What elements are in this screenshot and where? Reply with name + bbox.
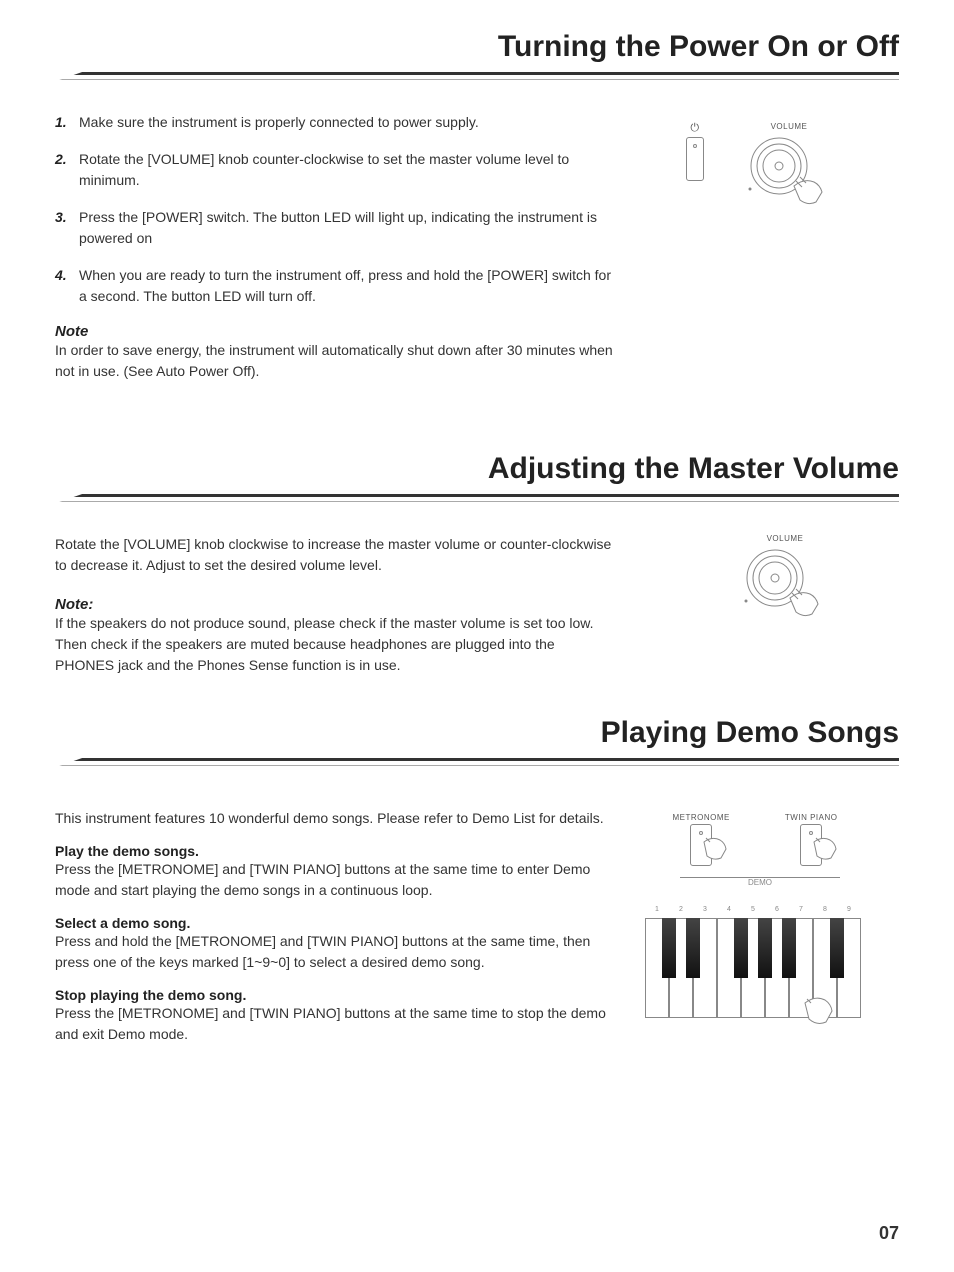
demo-sub1-head: Play the demo songs. [55,843,615,859]
step-3: 3.Press the [POWER] switch. The button L… [55,207,615,249]
power-icon: ⏻ [686,122,704,135]
twin-piano-label: TWIN PIANO [785,813,838,822]
black-key [734,918,748,978]
step-1: 1.Make sure the instrument is properly c… [55,112,615,133]
page-number: 07 [879,1223,899,1244]
key-number: 9 [837,906,861,913]
black-key [782,918,796,978]
section-title-demo: Playing Demo Songs [55,716,899,750]
demo-label: DEMO [744,878,776,887]
key-number: 6 [765,906,789,913]
note-heading: Note [55,323,615,340]
demo-intro: This instrument features 10 wonderful de… [55,808,615,829]
power-volume-diagram: ⏻ VOLUME [645,122,875,382]
key-number: 5 [741,906,765,913]
demo-sub2-body: Press and hold the [METRONOME] and [TWIN… [55,931,615,973]
key-number: 1 [645,906,669,913]
black-key [830,918,844,978]
volume-label: VOLUME [744,122,834,131]
hand-icon [808,832,848,872]
black-key [662,918,676,978]
black-key [758,918,772,978]
step-2: 2.Rotate the [VOLUME] knob counter-clock… [55,149,615,191]
key-number: 4 [717,906,741,913]
volume-knob-icon [744,131,834,211]
metronome-label: METRONOME [673,813,730,822]
key-number: 7 [789,906,813,913]
demo-sub3-body: Press the [METRONOME] and [TWIN PIANO] b… [55,1003,615,1045]
step-4: 4.When you are ready to turn the instrum… [55,265,615,307]
volume-label: VOLUME [695,534,875,543]
hand-icon [795,991,845,1041]
piano-keys-icon: 123456789 [645,906,865,1026]
section-title-volume: Adjusting the Master Volume [55,452,899,486]
volume-knob-icon [740,543,830,623]
volume-diagram: VOLUME [645,534,875,676]
demo-diagram: METRONOME TWIN PIANO [645,808,875,1059]
key-number: 8 [813,906,837,913]
divider [55,758,899,778]
section-title-power: Turning the Power On or Off [55,30,899,64]
note-body: If the speakers do not produce sound, pl… [55,613,615,676]
key-number: 3 [693,906,717,913]
key-number: 2 [669,906,693,913]
note-body: In order to save energy, the instrument … [55,340,615,382]
divider [55,494,899,514]
volume-body: Rotate the [VOLUME] knob clockwise to in… [55,534,615,576]
demo-sub1-body: Press the [METRONOME] and [TWIN PIANO] b… [55,859,615,901]
demo-sub3-head: Stop playing the demo song. [55,987,615,1003]
demo-sub2-head: Select a demo song. [55,915,615,931]
black-key [686,918,700,978]
note-heading: Note: [55,596,615,613]
divider [55,72,899,92]
hand-icon [698,832,738,872]
